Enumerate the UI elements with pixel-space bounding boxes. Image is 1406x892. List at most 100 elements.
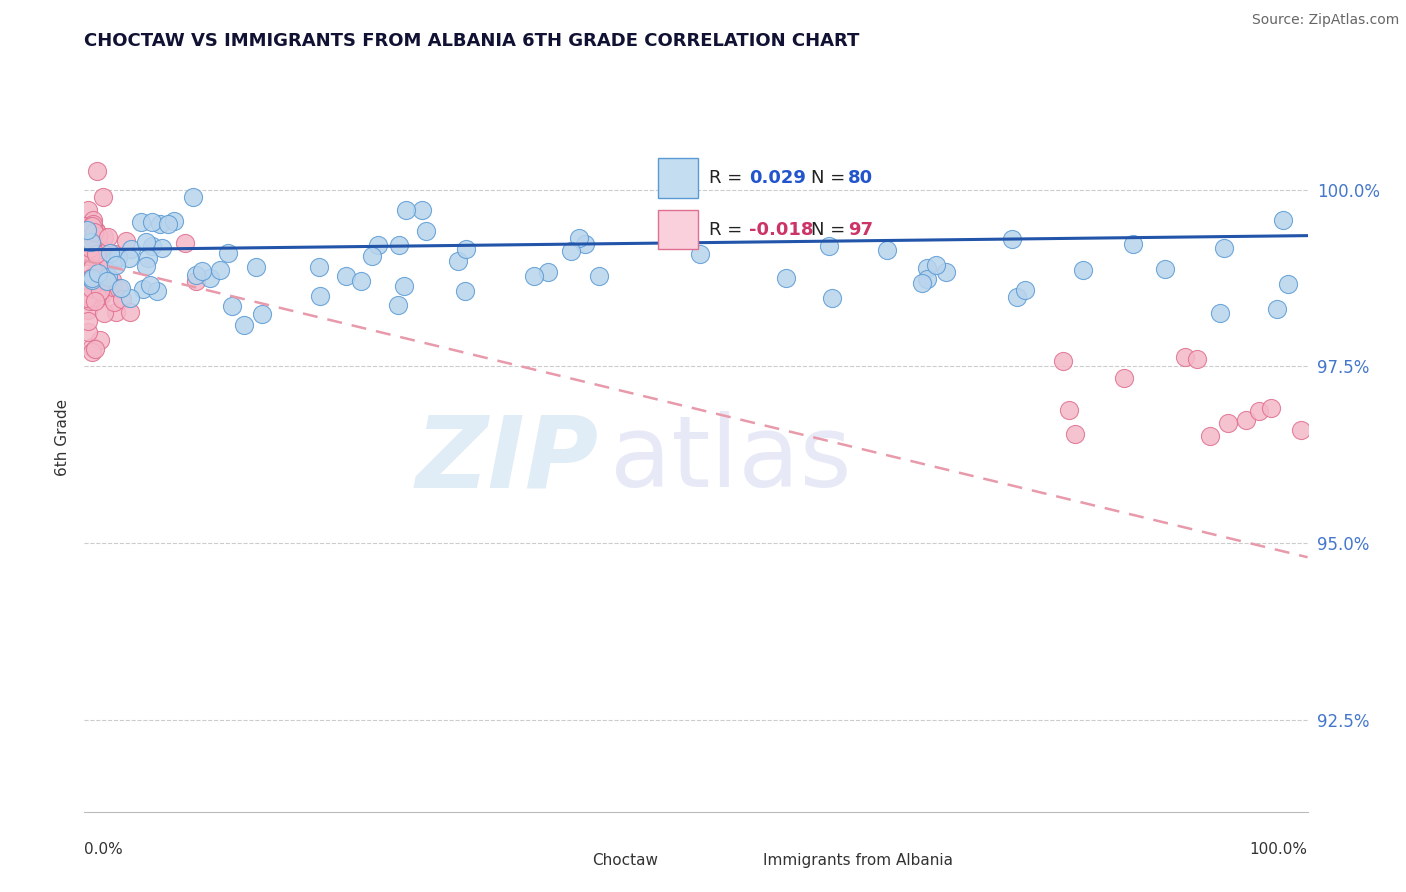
Point xyxy=(83,237,105,252)
Point xyxy=(173,235,195,250)
Point xyxy=(118,291,141,305)
Point xyxy=(163,213,186,227)
Point xyxy=(75,248,97,262)
Point xyxy=(77,325,100,339)
Point xyxy=(110,281,132,295)
Point xyxy=(1260,401,1282,415)
Point xyxy=(87,285,110,300)
Point xyxy=(775,271,797,285)
Point xyxy=(77,243,100,257)
Point xyxy=(84,293,107,308)
Point xyxy=(308,289,330,303)
Text: Source: ZipAtlas.com: Source: ZipAtlas.com xyxy=(1251,13,1399,28)
Text: -0.018: -0.018 xyxy=(749,220,814,238)
Point xyxy=(209,263,232,277)
Point xyxy=(1277,277,1299,292)
Point xyxy=(82,261,104,276)
Point xyxy=(98,246,121,260)
Point xyxy=(335,268,357,283)
Point xyxy=(87,273,110,287)
Point xyxy=(191,264,214,278)
Point xyxy=(82,268,104,283)
Point xyxy=(77,284,100,298)
Point xyxy=(79,279,101,293)
Point xyxy=(221,299,243,313)
Point xyxy=(568,230,591,244)
Point xyxy=(83,225,105,239)
Text: 97: 97 xyxy=(848,220,873,238)
Point xyxy=(139,277,162,292)
Point xyxy=(821,291,844,305)
Point xyxy=(1236,413,1258,427)
Point xyxy=(79,294,101,309)
Point xyxy=(350,274,373,288)
Point xyxy=(73,225,96,239)
Point xyxy=(80,237,103,252)
Point xyxy=(97,256,120,270)
Point xyxy=(104,259,127,273)
Point xyxy=(97,229,120,244)
Point xyxy=(100,280,122,294)
Point xyxy=(87,266,110,280)
Point xyxy=(94,272,117,286)
Point xyxy=(184,268,207,282)
Point xyxy=(136,251,159,265)
Point xyxy=(73,289,96,303)
Point xyxy=(101,280,124,294)
Point xyxy=(156,217,179,231)
Point xyxy=(149,217,172,231)
Point xyxy=(935,265,957,279)
Point xyxy=(93,250,115,264)
Point xyxy=(82,235,104,250)
Point xyxy=(1154,262,1177,277)
Point xyxy=(1291,423,1313,437)
Point xyxy=(82,340,104,354)
Point xyxy=(76,249,98,263)
Point xyxy=(115,235,138,249)
Point xyxy=(415,224,437,238)
Point xyxy=(91,190,114,204)
Point xyxy=(87,274,110,288)
Point xyxy=(367,237,389,252)
Point xyxy=(108,281,131,295)
Point xyxy=(76,314,98,328)
Point xyxy=(84,224,107,238)
Point xyxy=(135,259,157,273)
Text: 0.0%: 0.0% xyxy=(84,842,124,856)
Y-axis label: 6th Grade: 6th Grade xyxy=(55,399,70,475)
Point xyxy=(411,203,433,218)
Text: atlas: atlas xyxy=(610,411,852,508)
Point xyxy=(73,219,96,233)
Text: Immigrants from Albania: Immigrants from Albania xyxy=(763,853,953,868)
Point xyxy=(101,273,124,287)
Point xyxy=(184,274,207,288)
Point xyxy=(80,281,103,295)
Point xyxy=(83,266,105,280)
Point xyxy=(79,241,101,255)
Text: N =: N = xyxy=(811,220,851,238)
Text: 80: 80 xyxy=(848,169,873,187)
Point xyxy=(456,242,478,256)
Point xyxy=(522,268,544,283)
Point xyxy=(80,277,103,291)
Point xyxy=(80,345,103,359)
Point xyxy=(84,224,107,238)
Point xyxy=(89,268,111,283)
Text: Choctaw: Choctaw xyxy=(592,853,658,868)
Point xyxy=(82,273,104,287)
Point xyxy=(536,265,558,279)
Text: R =: R = xyxy=(709,169,748,187)
Point xyxy=(915,260,938,275)
Point xyxy=(80,235,103,250)
Point xyxy=(146,284,169,298)
Point xyxy=(93,230,115,244)
Point xyxy=(181,190,204,204)
Point xyxy=(118,251,141,265)
Point xyxy=(86,163,108,178)
Point xyxy=(245,260,267,275)
Point xyxy=(120,243,142,257)
Point xyxy=(395,202,418,217)
Point xyxy=(1209,306,1232,320)
Point xyxy=(89,284,111,298)
Point xyxy=(82,213,104,227)
